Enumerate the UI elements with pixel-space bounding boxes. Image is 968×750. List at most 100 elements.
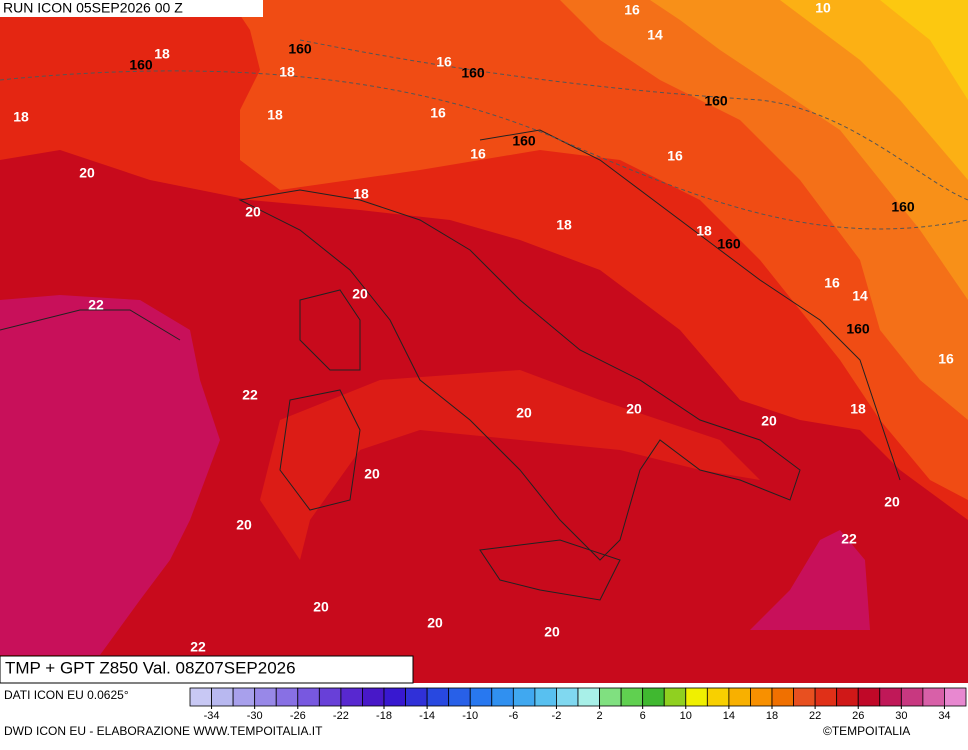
colorbar-tick-label: 14 (723, 710, 735, 722)
colorbar-swatch (405, 687, 428, 707)
isotherm-label: 18 (154, 46, 170, 62)
colorbar-swatch (426, 687, 450, 707)
map-labels: 18 18 16 10 14 16 18 18 16 16 16 20 18 20 18 18 20 16 14 22… (13, 0, 954, 655)
isotherm-label: 14 (852, 288, 868, 304)
colorbar-swatch (340, 687, 363, 707)
isotherm-label: 18 (267, 107, 283, 123)
colorbar-swatch (706, 687, 730, 707)
geopotential-label: 160 (512, 133, 536, 149)
isotherm-label: 16 (470, 146, 486, 162)
geopotential-label: 160 (891, 199, 915, 215)
isotherm-label: 18 (556, 217, 572, 233)
colorbar-tick-label: 6 (640, 710, 646, 722)
isotherm-label: 16 (436, 54, 452, 70)
colorbar-tick-label: 2 (596, 710, 602, 722)
colorbar-swatch (211, 687, 234, 707)
colorbar-tick-label: 10 (680, 710, 692, 722)
isotherm-label: 20 (427, 615, 443, 631)
isotherm-label: 20 (245, 204, 261, 220)
colorbar-tick-label: -10 (462, 710, 478, 722)
colorbar-tick-label: -14 (419, 710, 435, 722)
isotherm-label: 20 (364, 466, 380, 482)
data-source: DATI ICON EU 0.0625° (4, 688, 129, 702)
colorbar-swatch (362, 687, 385, 707)
title-box (0, 655, 414, 684)
isotherm-label: 20 (626, 401, 642, 417)
colorbar-swatch (512, 687, 536, 707)
colorbar-swatch (448, 687, 471, 707)
colorbar-swatch (685, 687, 708, 707)
colorbar-tick-label: 30 (895, 710, 907, 722)
colorbar-swatch (556, 687, 579, 707)
temp-zone-above-22 (0, 295, 220, 655)
colorbar-swatch (814, 687, 838, 707)
colorbar-tick-label: -34 (204, 710, 220, 722)
colorbar-tick-label: 18 (766, 710, 778, 722)
isotherm-label: 20 (761, 413, 777, 429)
isotherm-label: 10 (815, 0, 831, 16)
map (0, 0, 968, 683)
isotherm-label: 16 (938, 351, 954, 367)
colorbar-tick-label: -6 (508, 710, 518, 722)
isotherm-label: 22 (190, 639, 206, 655)
geopotential-label: 160 (129, 57, 153, 73)
run-label: RUN ICON 05SEP2026 00 Z (3, 0, 183, 16)
colorbar-swatch (879, 687, 902, 707)
isotherm-label: 22 (88, 297, 104, 313)
colorbar-tick-label: -26 (290, 710, 306, 722)
colorbar-tick-label: 34 (938, 710, 950, 722)
colorbar-swatch (620, 687, 644, 707)
isotherm-label: 18 (696, 223, 712, 239)
colorbar-swatch (599, 687, 622, 707)
colorbar-swatch (642, 687, 665, 707)
colorbar-swatch (750, 687, 773, 707)
colorbar: -34 -30 -26 -22 -18 -14 -10 -6 -2 2 6 10 14 18 22 26 30 3… (189, 687, 967, 722)
isotherm-label: 20 (516, 405, 532, 421)
geopotential-label: 160 (461, 65, 485, 81)
temp-zone-below-10 (880, 0, 968, 100)
colorbar-tick-label: 26 (852, 710, 864, 722)
isotherm-label: 16 (824, 275, 840, 291)
isotherm-label: 18 (279, 64, 295, 80)
geopotential-label: 160 (846, 321, 870, 337)
geopotential-label: 160 (717, 236, 741, 252)
geopotential-label: 160 (288, 41, 312, 57)
isotherm-label: 16 (667, 148, 683, 164)
colorbar-swatch (900, 687, 924, 707)
isotherm-label: 20 (884, 494, 900, 510)
isotherm-label: 16 (624, 2, 640, 18)
colorbar-swatch (793, 687, 816, 707)
header-box (0, 0, 263, 17)
colorbar-swatch (275, 687, 299, 707)
isotherm-label: 16 (430, 105, 446, 121)
colorbar-tick-label: -22 (333, 710, 349, 722)
colorbar-swatch (663, 687, 687, 707)
isotherm-label: 22 (242, 387, 258, 403)
colorbar-swatch (771, 687, 794, 707)
colorbar-swatch (232, 687, 256, 707)
isotherm-label: 18 (353, 186, 369, 202)
isotherm-label: 14 (647, 27, 663, 43)
colorbar-swatch (922, 687, 945, 707)
colorbar-swatch (944, 687, 967, 707)
temp-zone-10-12 (780, 0, 968, 180)
colorbar-swatch (577, 687, 600, 707)
colorbar-swatch (254, 687, 277, 707)
isotherm-label: 20 (79, 165, 95, 181)
isotherm-label: 20 (544, 624, 560, 640)
colorbar-swatch (189, 687, 212, 707)
colorbar-tick-label: -2 (552, 710, 562, 722)
temp-zone-18-20 (260, 370, 760, 560)
colorbar-swatch (318, 687, 342, 707)
colorbar-swatch (836, 687, 859, 707)
colorbar-swatch (383, 687, 406, 707)
geopotential-lines (0, 39, 968, 230)
colorbar-swatch (491, 687, 514, 707)
temp-zone-above-22 (750, 530, 870, 630)
product-title: TMP + GPT Z850 Val. 08Z07SEP2026 (5, 658, 296, 677)
colorbar-tick-label: -30 (247, 710, 263, 722)
isotherm-label: 18 (13, 109, 29, 125)
colorbar-swatch (534, 687, 557, 707)
isotherm-label: 20 (313, 599, 329, 615)
